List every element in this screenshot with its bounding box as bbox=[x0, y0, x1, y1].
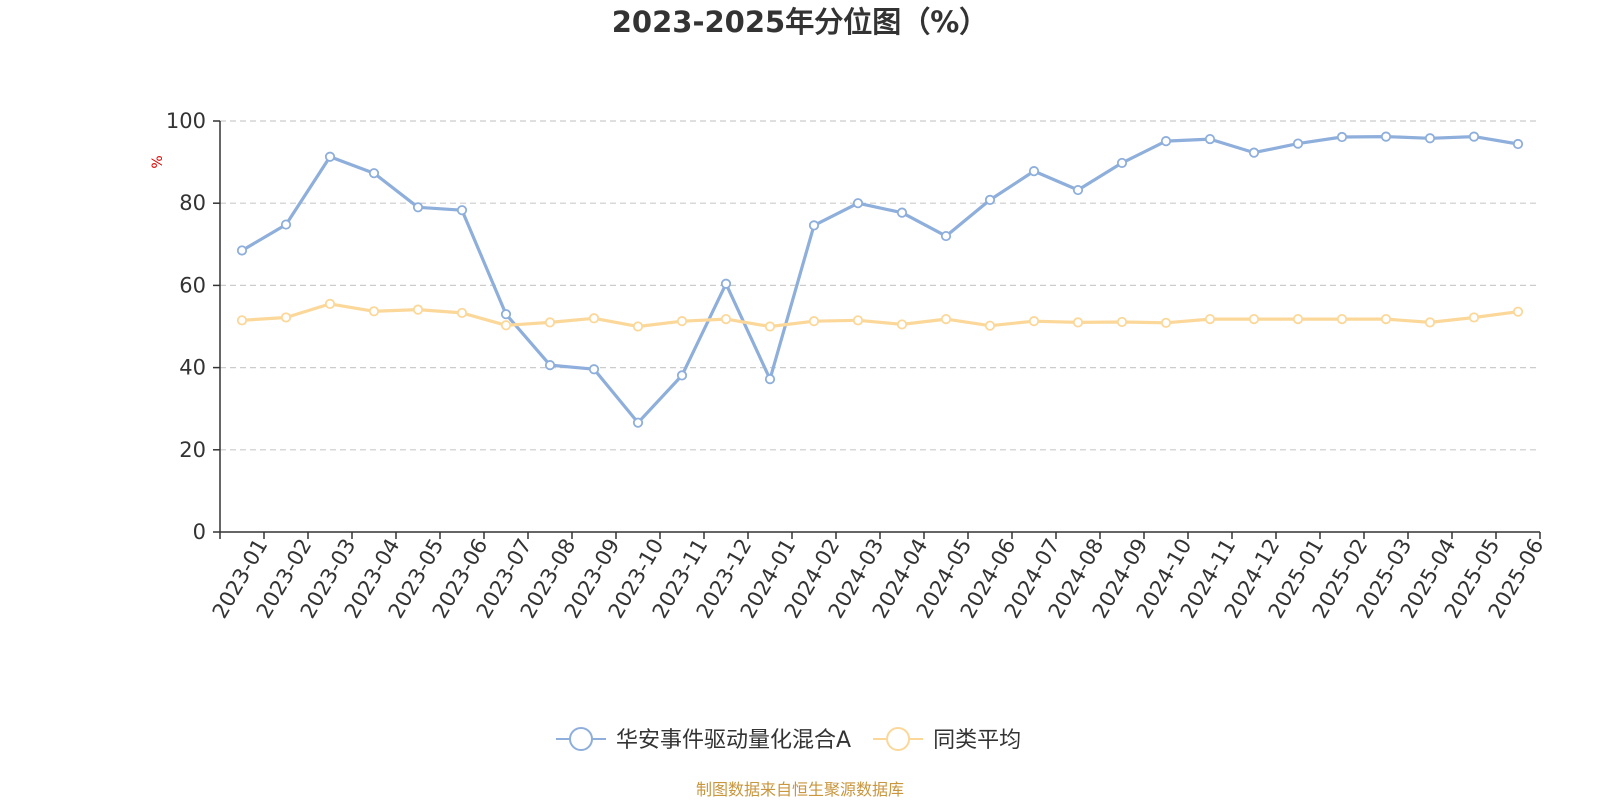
data-point bbox=[1468, 312, 1480, 323]
data-point bbox=[764, 321, 776, 332]
data-point bbox=[1424, 133, 1436, 144]
series-line bbox=[240, 135, 1520, 425]
data-point bbox=[720, 278, 732, 289]
data-source-note: 制图数据来自恒生聚源数据库 bbox=[695, 780, 904, 799]
data-point bbox=[1072, 317, 1084, 328]
data-point bbox=[940, 230, 952, 242]
data-point bbox=[1204, 314, 1216, 325]
data-point bbox=[632, 417, 644, 428]
data-point bbox=[984, 194, 996, 206]
data-point bbox=[280, 219, 292, 230]
data-point bbox=[1336, 314, 1348, 325]
data-point bbox=[500, 309, 512, 320]
data-point bbox=[808, 220, 820, 231]
data-point bbox=[236, 315, 248, 326]
data-point bbox=[764, 374, 776, 385]
data-point bbox=[1336, 131, 1348, 143]
legend-label: 华安事件驱动量化混合A bbox=[616, 728, 851, 753]
data-point bbox=[324, 151, 336, 162]
y-axis-label: % bbox=[150, 155, 166, 168]
data-point bbox=[412, 202, 424, 213]
legend-swatch-marker bbox=[886, 727, 911, 751]
data-point bbox=[1248, 314, 1260, 325]
y-tick-label: 100 bbox=[166, 109, 206, 133]
data-point bbox=[412, 304, 424, 315]
data-point bbox=[676, 370, 688, 381]
data-point bbox=[588, 313, 600, 324]
data-point bbox=[368, 306, 380, 317]
data-point bbox=[1028, 166, 1040, 177]
y-tick-label: 20 bbox=[179, 438, 206, 462]
data-point bbox=[896, 207, 908, 218]
data-point bbox=[940, 314, 952, 325]
data-point bbox=[1468, 131, 1480, 142]
legend-item-1: 华安事件驱动量化混合A bbox=[556, 727, 851, 753]
y-tick-label: 80 bbox=[179, 191, 206, 215]
data-point bbox=[500, 320, 512, 331]
y-tick-label: 60 bbox=[179, 273, 206, 297]
series-lines bbox=[236, 131, 1524, 428]
data-point bbox=[456, 205, 468, 216]
data-point bbox=[676, 316, 688, 327]
data-point bbox=[1292, 314, 1304, 325]
series-1 bbox=[236, 131, 1524, 428]
data-point bbox=[1512, 138, 1524, 150]
legend-swatch-marker bbox=[569, 727, 593, 751]
data-point bbox=[1292, 138, 1304, 149]
data-point bbox=[1424, 317, 1436, 328]
data-point bbox=[280, 312, 292, 323]
series-line bbox=[240, 302, 1520, 329]
data-point bbox=[456, 307, 468, 319]
y-tick-label: 40 bbox=[179, 356, 206, 380]
data-point bbox=[1028, 316, 1040, 327]
data-point bbox=[1160, 317, 1172, 328]
data-point bbox=[1204, 133, 1216, 145]
data-point bbox=[1160, 136, 1172, 147]
data-point bbox=[236, 245, 248, 256]
legend-item-2: 同类平均 bbox=[873, 727, 1021, 753]
data-point bbox=[896, 319, 908, 330]
data-point bbox=[1380, 314, 1392, 325]
data-point bbox=[1116, 316, 1128, 328]
data-point bbox=[1116, 157, 1128, 169]
data-point bbox=[852, 198, 864, 209]
axes: 020406080100%2023-012023-022023-032023-0… bbox=[150, 109, 1548, 622]
data-point bbox=[720, 314, 732, 325]
data-point bbox=[324, 298, 336, 309]
data-point bbox=[368, 168, 380, 179]
grid-lines bbox=[220, 120, 1540, 451]
data-point bbox=[1380, 131, 1392, 142]
data-point bbox=[544, 360, 556, 371]
data-point bbox=[808, 316, 820, 327]
legend: 华安事件驱动量化混合A 同类平均 bbox=[556, 727, 1021, 753]
data-point bbox=[544, 317, 556, 328]
data-point bbox=[1072, 184, 1084, 196]
legend-label: 同类平均 bbox=[933, 728, 1021, 753]
data-point bbox=[852, 315, 864, 326]
series-2 bbox=[236, 298, 1524, 332]
data-point bbox=[632, 321, 644, 332]
data-point bbox=[588, 364, 600, 375]
line-chart: 020406080100%2023-012023-022023-032023-0… bbox=[150, 109, 1548, 753]
data-point bbox=[1512, 306, 1524, 317]
chart-title: 2023-2025年分位图（%） bbox=[611, 5, 989, 39]
data-point bbox=[1248, 147, 1260, 158]
data-point bbox=[984, 320, 996, 331]
y-tick-label: 0 bbox=[193, 520, 206, 544]
